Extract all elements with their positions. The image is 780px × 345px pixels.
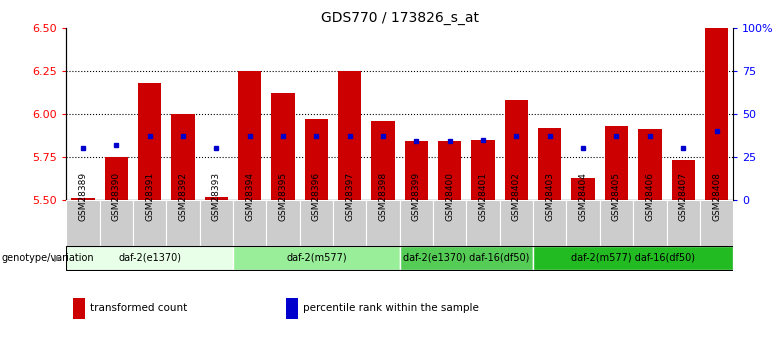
Text: GSM28398: GSM28398: [378, 172, 388, 221]
Bar: [66, 200, 100, 247]
Bar: [266, 200, 300, 247]
Bar: [338, 71, 361, 200]
Bar: [371, 121, 395, 200]
Bar: [566, 200, 600, 247]
Bar: [73, 298, 85, 319]
Bar: [471, 140, 495, 200]
Text: daf-2(e1370): daf-2(e1370): [118, 253, 181, 263]
Text: GSM28401: GSM28401: [479, 172, 488, 221]
Text: GSM28399: GSM28399: [412, 172, 421, 221]
Bar: [672, 160, 695, 200]
Bar: [204, 197, 228, 200]
Title: GDS770 / 173826_s_at: GDS770 / 173826_s_at: [321, 11, 479, 25]
Bar: [172, 114, 195, 200]
Bar: [666, 200, 700, 247]
Text: daf-2(m577): daf-2(m577): [286, 253, 346, 263]
Bar: [305, 119, 328, 200]
Bar: [538, 128, 562, 200]
Bar: [200, 200, 233, 247]
Bar: [233, 200, 266, 247]
Text: GSM28394: GSM28394: [245, 172, 254, 221]
Bar: [166, 200, 200, 247]
Bar: [271, 93, 295, 200]
Text: GSM28396: GSM28396: [312, 172, 321, 221]
Bar: [399, 200, 433, 247]
Bar: [286, 298, 299, 319]
Text: GSM28408: GSM28408: [712, 172, 721, 221]
Bar: [399, 246, 533, 269]
Bar: [500, 200, 533, 247]
Text: GSM28390: GSM28390: [112, 172, 121, 221]
Text: transformed count: transformed count: [90, 304, 187, 313]
Bar: [133, 200, 166, 247]
Bar: [533, 200, 566, 247]
Bar: [238, 71, 261, 200]
Text: genotype/variation: genotype/variation: [2, 253, 94, 263]
Text: GSM28393: GSM28393: [212, 172, 221, 221]
Text: ▶: ▶: [54, 253, 62, 263]
Bar: [633, 200, 666, 247]
Text: GSM28391: GSM28391: [145, 172, 154, 221]
Bar: [405, 141, 428, 200]
Text: GSM28402: GSM28402: [512, 172, 521, 221]
Text: GSM28400: GSM28400: [445, 172, 454, 221]
Bar: [300, 200, 333, 247]
Text: GSM28407: GSM28407: [679, 172, 688, 221]
Bar: [100, 200, 133, 247]
Bar: [533, 246, 733, 269]
Text: percentile rank within the sample: percentile rank within the sample: [303, 304, 479, 313]
Bar: [433, 200, 466, 247]
Text: daf-2(e1370) daf-16(df50): daf-2(e1370) daf-16(df50): [403, 253, 530, 263]
Text: GSM28395: GSM28395: [278, 172, 288, 221]
Bar: [71, 198, 94, 200]
Text: GSM28392: GSM28392: [179, 172, 187, 221]
Bar: [333, 200, 367, 247]
Text: GSM28403: GSM28403: [545, 172, 555, 221]
Bar: [138, 83, 161, 200]
Bar: [604, 126, 628, 200]
Bar: [600, 200, 633, 247]
Bar: [700, 200, 733, 247]
Text: daf-2(m577) daf-16(df50): daf-2(m577) daf-16(df50): [571, 253, 695, 263]
Text: GSM28405: GSM28405: [612, 172, 621, 221]
Text: GSM28404: GSM28404: [579, 172, 587, 221]
Text: GSM28397: GSM28397: [346, 172, 354, 221]
Bar: [572, 178, 595, 200]
Text: GSM28389: GSM28389: [79, 172, 87, 221]
Bar: [105, 157, 128, 200]
Bar: [466, 200, 500, 247]
Bar: [638, 129, 661, 200]
Bar: [66, 246, 233, 269]
Bar: [367, 200, 399, 247]
Bar: [705, 24, 729, 200]
Text: GSM28406: GSM28406: [645, 172, 654, 221]
Bar: [438, 141, 462, 200]
Bar: [233, 246, 399, 269]
Bar: [505, 100, 528, 200]
